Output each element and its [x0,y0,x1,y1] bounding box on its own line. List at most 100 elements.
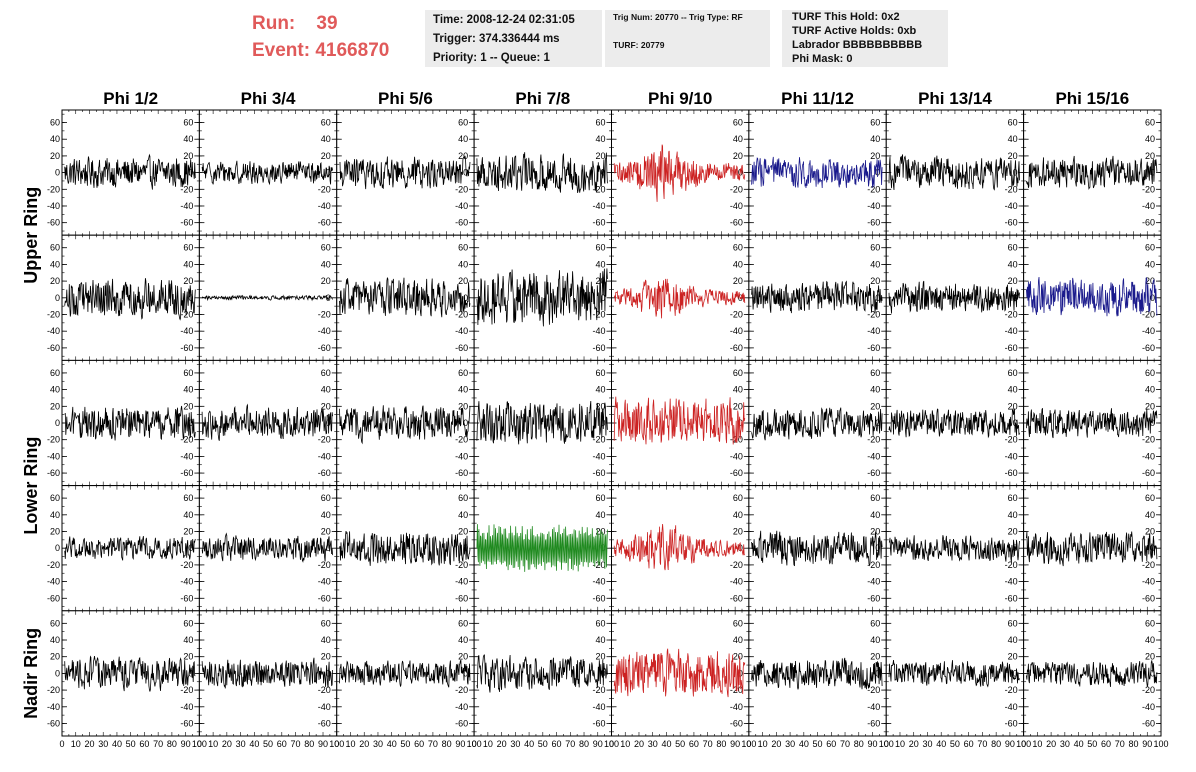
y-tick-label-right: -20 [867,435,880,445]
y-tick-label-left: 0 [55,418,60,428]
waveform-r1-c7 [888,154,1020,191]
y-tick-label-right: -40 [1142,702,1155,712]
x-tick-label: 0 [334,739,339,749]
y-tick-label-right: -40 [592,577,605,587]
y-tick-label-right: -60 [592,218,605,228]
y-tick-label-right: 20 [183,527,193,537]
y-tick-label-right: -60 [867,718,880,728]
y-tick-label-right: -40 [1005,326,1018,336]
x-tick-label: 30 [785,739,795,749]
x-tick-label: 90 [868,739,878,749]
y-tick-label-right: -60 [318,718,331,728]
y-tick-label-right: 20 [870,401,880,411]
y-tick-label-right: -40 [180,702,193,712]
y-tick-label-right: -40 [455,326,468,336]
y-tick-label-left: -40 [47,577,60,587]
x-tick-label: 10 [71,739,81,749]
y-tick-label-right: -60 [455,343,468,353]
y-tick-label-right: -20 [1142,560,1155,570]
y-tick-label-right: -60 [180,718,193,728]
waveform-r4-c2 [201,532,333,563]
turf-info-box: TURF This Hold: 0x2 TURF Active Holds: 0… [782,10,948,67]
y-tick-label-right: 60 [183,618,193,628]
y-tick-label-right: -20 [1005,184,1018,194]
column-header-3: Phi 5/6 [378,89,433,108]
y-tick-label-right: -20 [730,309,743,319]
y-tick-label-right: -20 [1005,685,1018,695]
y-tick-label-right: -40 [592,326,605,336]
y-tick-label-right: -60 [867,218,880,228]
y-tick-label-right: -40 [318,326,331,336]
y-tick-label-right: 60 [733,118,743,128]
y-tick-label-right: 40 [870,635,880,645]
x-tick-label: 80 [716,739,726,749]
y-tick-label-right: 40 [321,385,331,395]
y-tick-label-right: -20 [1142,309,1155,319]
x-tick-label: 0 [609,739,614,749]
x-tick-label: 100 [192,739,207,749]
y-tick-label-right: 60 [321,493,331,503]
x-tick-label: 30 [373,739,383,749]
y-tick-label-left: -40 [47,326,60,336]
y-tick-label-right: 20 [870,151,880,161]
x-tick-label: 20 [634,739,644,749]
y-tick-label-right: -40 [1142,451,1155,461]
waveform-r1-c3 [339,155,471,190]
y-tick-label-right: 20 [183,401,193,411]
y-tick-label-right: -40 [1142,326,1155,336]
y-tick-label-left: -40 [47,201,60,211]
y-tick-label-right: 20 [458,652,468,662]
y-tick-label-right: -60 [318,218,331,228]
waveform-r5-c5 [613,648,746,698]
phi-mask-text: Phi Mask: 0 [792,53,853,65]
y-tick-label-right: -40 [867,201,880,211]
y-tick-label-right: 60 [458,368,468,378]
y-tick-label-right: 20 [595,151,605,161]
waveform-r5-c1 [64,655,196,692]
column-header-2: Phi 3/4 [241,89,296,108]
y-tick-label-right: 60 [733,493,743,503]
x-tick-label: 100 [604,739,619,749]
y-tick-label-right: -20 [1005,309,1018,319]
y-tick-label-right: -60 [730,468,743,478]
run-value: 39 [316,13,338,34]
x-tick-label: 20 [771,739,781,749]
y-tick-label-right: -40 [455,702,468,712]
x-tick-label: 60 [139,739,149,749]
x-tick-label: 20 [359,739,369,749]
y-tick-label-right: 40 [1145,134,1155,144]
y-tick-label-right: -40 [730,577,743,587]
y-tick-label-right: 0 [463,418,468,428]
y-tick-label-left: 20 [50,652,60,662]
waveform-r4-c8 [1026,531,1158,567]
x-tick-label: 0 [59,739,64,749]
y-tick-label-right: -60 [1142,218,1155,228]
y-tick-label-right: 20 [458,276,468,286]
y-tick-label-right: 60 [595,118,605,128]
y-tick-label-right: -20 [1142,685,1155,695]
waveform-r3-c4 [476,400,608,445]
y-tick-label-left: 40 [50,134,60,144]
y-tick-label-right: -20 [455,184,468,194]
y-tick-label-right: -40 [867,451,880,461]
y-tick-label-right: 0 [463,668,468,678]
priority-text: Priority: 1 -- Queue: 1 [433,52,550,64]
y-tick-label-right: -20 [455,685,468,695]
y-tick-label-right: -20 [592,184,605,194]
turf-this-hold-text: TURF This Hold: 0x2 [792,11,900,23]
y-tick-label-right: 20 [733,276,743,286]
x-tick-label: 80 [167,739,177,749]
x-tick-label: 40 [661,739,671,749]
y-tick-label-right: 40 [595,134,605,144]
y-tick-label-right: 40 [183,259,193,269]
y-tick-label-right: -60 [455,718,468,728]
y-tick-label-right: -60 [867,343,880,353]
y-tick-label-right: 20 [458,151,468,161]
y-tick-label-right: -60 [455,593,468,603]
y-tick-label-right: 60 [183,118,193,128]
waveform-r1-c4 [476,152,608,193]
waveform-r4-c5 [613,523,746,571]
y-tick-label-right: -60 [1005,593,1018,603]
ring-label-3: Nadir Ring [21,628,41,719]
x-tick-label: 20 [1046,739,1056,749]
